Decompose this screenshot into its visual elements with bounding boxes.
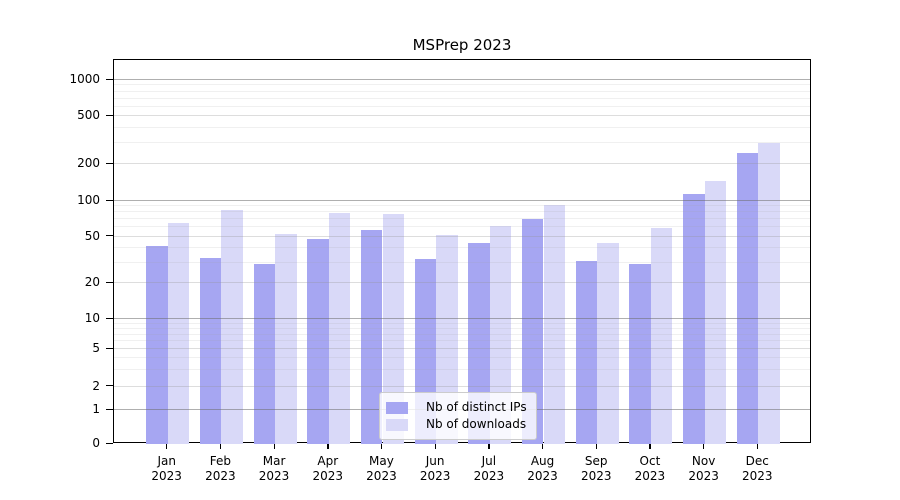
bar-distinct-ips-nov — [683, 193, 705, 444]
bar-distinct-ips-oct — [629, 264, 651, 444]
x-tick-label-aug: Aug 2023 — [527, 454, 558, 483]
x-tick-label-dec: Dec 2023 — [742, 454, 773, 483]
x-tick-label-jan: Jan 2023 — [151, 454, 182, 483]
bar-downloads-aug — [543, 204, 566, 444]
y-tick-label-100: 100 — [77, 193, 100, 207]
y-tick-mark-500 — [106, 114, 113, 116]
y-tick-mark-5 — [106, 347, 113, 350]
y-tick-mark-1 — [106, 408, 113, 411]
bar-downloads-feb — [221, 210, 243, 444]
x-tick-mark-apr — [327, 443, 329, 449]
bar-distinct-ips-mar — [253, 264, 276, 444]
legend-swatch-downloads — [386, 418, 408, 431]
bar-distinct-ips-aug — [521, 219, 544, 444]
x-tick-mark-jan — [166, 443, 168, 449]
x-tick-mark-jun — [434, 443, 436, 449]
x-tick-label-sep: Sep 2023 — [580, 454, 612, 483]
legend-label-distinct-ips: Nb of distinct IPs — [426, 400, 527, 414]
x-tick-label-mar: Mar 2023 — [258, 454, 290, 483]
y-tick-mark-200 — [106, 162, 113, 165]
bar-downloads-may — [382, 213, 405, 444]
x-tick-mark-oct — [649, 443, 651, 449]
bar-distinct-ips-apr — [307, 238, 329, 444]
bar-downloads-dec — [758, 143, 780, 444]
bar-distinct-ips-may — [360, 230, 383, 444]
legend-item-distinct-ips: Nb of distinct IPs — [386, 399, 527, 416]
legend: Nb of distinct IPs Nb of downloads — [379, 392, 537, 440]
y-tick-mark-20 — [106, 281, 113, 284]
y-tick-mark-2 — [106, 385, 113, 387]
x-tick-mark-dec — [756, 443, 759, 449]
y-tick-mark-100 — [106, 199, 113, 201]
y-tick-label-50: 50 — [84, 228, 100, 243]
chart-title: MSPrep 2023 — [412, 36, 512, 54]
legend-label-downloads: Nb of downloads — [426, 417, 527, 431]
bar-distinct-ips-sep — [575, 261, 598, 444]
x-tick-mark-feb — [219, 443, 222, 449]
y-tick-label-1: 1 — [92, 402, 100, 417]
x-tick-label-jun: Jun 2023 — [419, 454, 451, 483]
bar-downloads-oct — [650, 228, 673, 444]
x-tick-mark-sep — [595, 443, 598, 449]
legend-item-downloads: Nb of downloads — [386, 416, 527, 433]
bar-downloads-jul — [489, 225, 512, 444]
bar-downloads-nov — [704, 181, 727, 444]
x-tick-label-apr: Apr 2023 — [312, 454, 344, 483]
plot-area — [113, 59, 811, 444]
y-tick-label-20: 20 — [84, 275, 100, 290]
y-tick-mark-0 — [106, 442, 113, 444]
bar-downloads-sep — [597, 243, 619, 444]
x-tick-label-nov: Nov 2023 — [688, 454, 719, 483]
legend-swatch-distinct-ips — [386, 401, 408, 414]
bar-downloads-jan — [167, 223, 190, 444]
y-tick-label-200: 200 — [77, 156, 100, 171]
y-tick-label-0: 0 — [92, 436, 100, 450]
x-tick-mark-jul — [488, 443, 490, 449]
bar-distinct-ips-feb — [199, 257, 222, 444]
y-tick-mark-50 — [106, 235, 113, 237]
bar-distinct-ips-jan — [146, 245, 168, 444]
x-tick-mark-aug — [542, 443, 544, 449]
bars-layer — [114, 60, 810, 444]
bar-distinct-ips-dec — [736, 152, 759, 444]
y-tick-mark-10 — [106, 317, 113, 320]
x-tick-label-may: May 2023 — [366, 454, 397, 483]
x-tick-mark-nov — [703, 443, 705, 449]
bar-downloads-jun — [436, 234, 458, 444]
x-tick-label-jul: Jul 2023 — [473, 454, 505, 483]
y-tick-label-500: 500 — [77, 108, 100, 122]
y-tick-label-10: 10 — [84, 311, 100, 326]
bar-downloads-apr — [328, 212, 351, 444]
x-tick-mark-mar — [273, 443, 275, 449]
x-tick-label-feb: Feb 2023 — [205, 454, 236, 483]
y-tick-label-2: 2 — [92, 378, 100, 393]
y-tick-label-5: 5 — [92, 341, 100, 356]
y-tick-mark-1000 — [106, 78, 113, 80]
x-tick-mark-may — [380, 443, 383, 449]
bar-downloads-mar — [275, 233, 297, 444]
x-tick-label-oct: Oct 2023 — [634, 454, 666, 483]
y-tick-label-1000: 1000 — [69, 72, 100, 86]
